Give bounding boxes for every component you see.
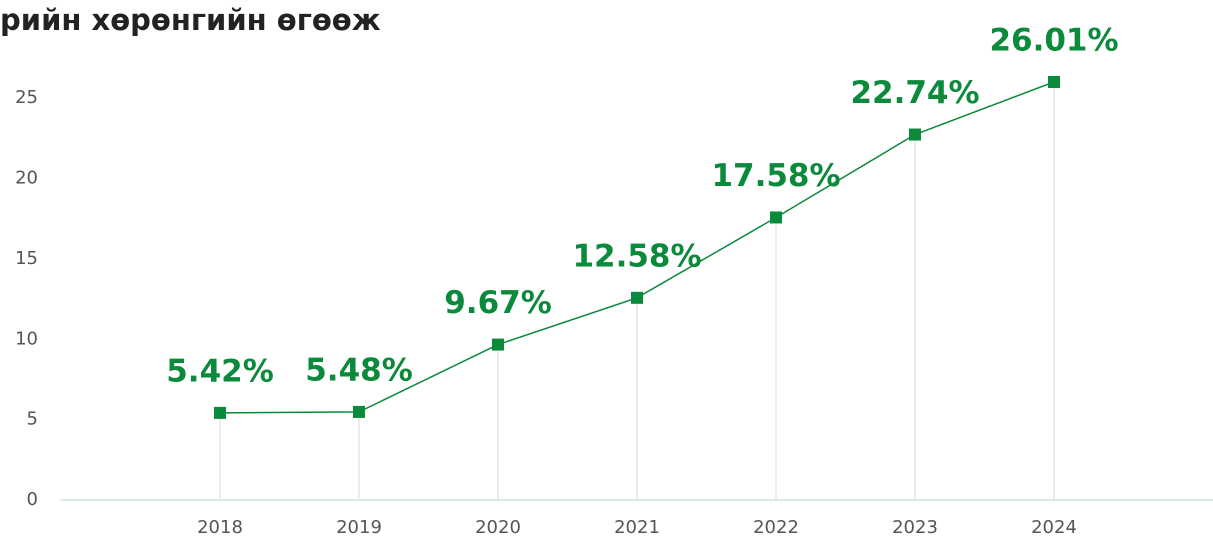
marker [492,338,504,351]
data-label: 5.42% [166,353,274,389]
marker [1048,75,1060,88]
x-tick-label: 2018 [197,517,243,538]
marker [770,211,782,224]
y-tick-label: 15 [15,248,38,269]
data-label: 5.48% [305,352,413,388]
x-tick-label: 2022 [753,517,799,538]
data-label: 9.67% [444,285,552,321]
marker [353,405,365,418]
marker [214,406,226,419]
x-tick-label: 2021 [614,517,660,538]
data-label: 22.74% [850,75,979,111]
y-tick-label: 0 [27,489,38,510]
y-tick-label: 10 [15,328,38,349]
data-label: 12.58% [572,238,701,274]
x-tick-label: 2023 [892,517,938,538]
x-tick-label: 2019 [336,517,382,538]
marker [909,128,921,141]
y-tick-label: 25 [15,87,38,108]
y-tick-label: 20 [15,168,38,189]
data-label: 26.01% [989,22,1118,58]
x-tick-label: 2020 [475,517,521,538]
y-tick-label: 5 [27,409,38,430]
marker [631,291,643,304]
x-tick-label: 2024 [1031,517,1077,538]
chart-title: рийн хөрөнгийн өгөөж [0,3,381,37]
data-label: 17.58% [711,158,840,194]
